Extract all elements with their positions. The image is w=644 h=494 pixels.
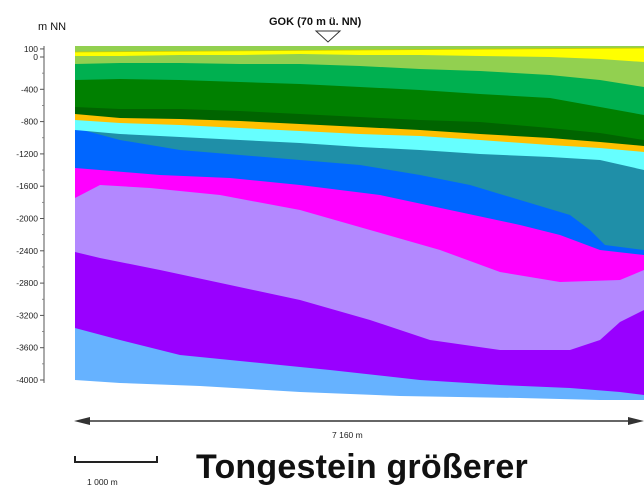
y-tick-label: -400 [21,84,38,94]
scale-bar [74,456,158,463]
y-tick-label: -4000 [16,375,38,385]
y-tick-label: -2400 [16,246,38,256]
y-tick-label: -1600 [16,181,38,191]
y-axis-unit-label: m NN [38,21,66,33]
y-tick-label: -2000 [16,214,38,224]
arrow-left-icon [74,417,90,425]
y-tick-label: -3200 [16,310,38,320]
section-width-arrow [74,417,644,425]
y-tick-label: -3600 [16,343,38,353]
y-tick-label: 0 [33,52,38,62]
caption-title: Tongestein größerer [196,448,528,486]
scale-bar-label: 1 000 m [87,477,118,487]
section-width-label: 7 160 m [332,430,363,440]
strata-layers [74,46,644,400]
y-tick-label: -800 [21,117,38,127]
y-tick-label: -1200 [16,149,38,159]
y-tick-label: -2800 [16,278,38,288]
ground-surface-marker-icon [314,30,342,43]
arrow-right-icon [628,417,644,425]
ground-surface-line [74,47,644,53]
y-tick-label: 100 [24,44,38,54]
ground-surface-label: GOK (70 m ü. NN) [269,16,362,28]
layer-yellow [75,48,644,62]
